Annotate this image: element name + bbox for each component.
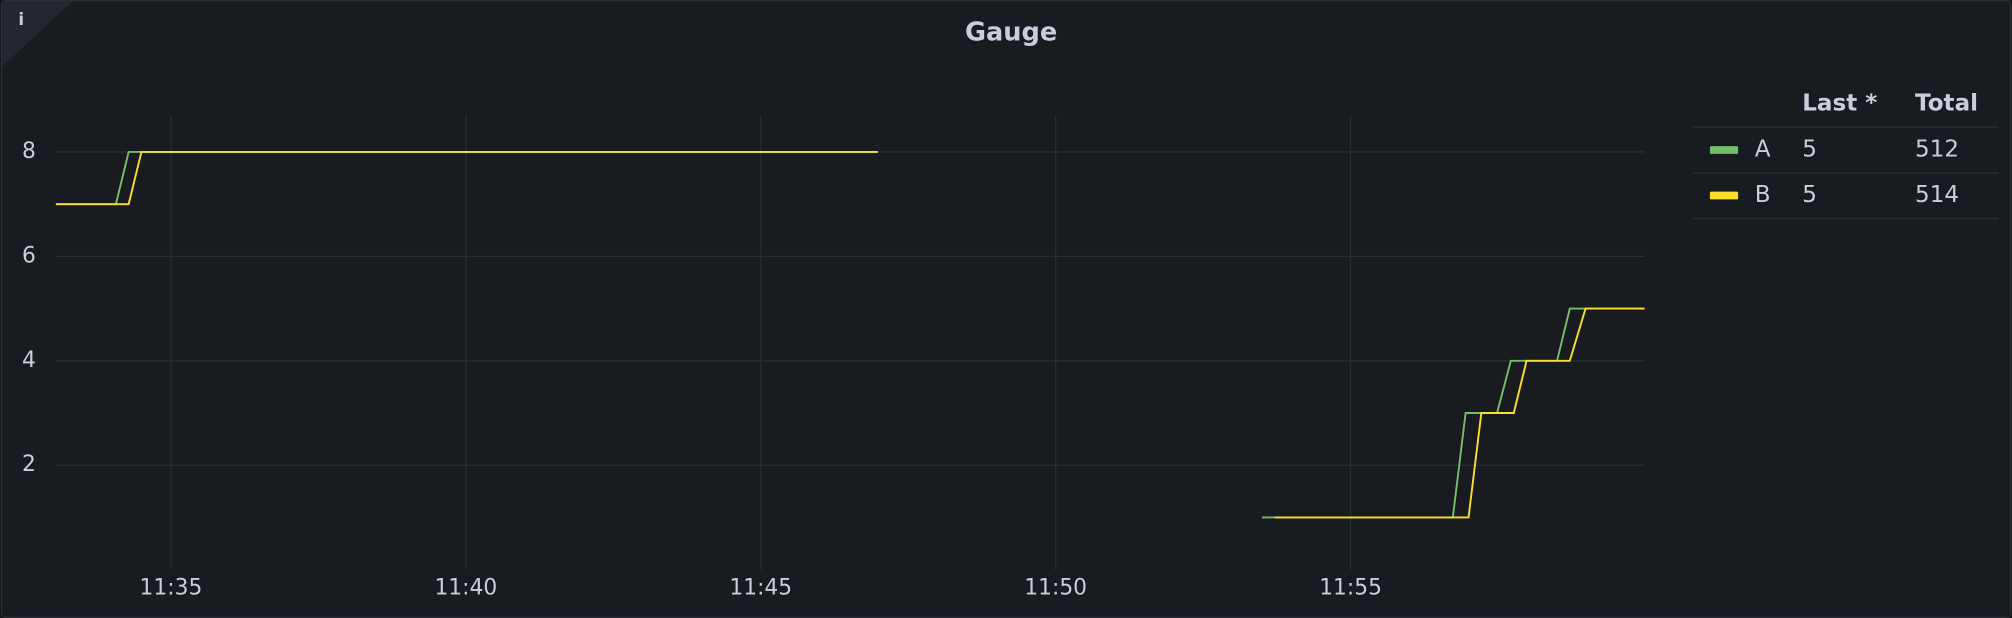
legend-swatch	[1709, 191, 1739, 200]
legend-last: 5	[1802, 137, 1817, 163]
y-tick-label: 4	[22, 348, 36, 373]
x-tick-label: 11:40	[434, 576, 497, 601]
x-tick-label: 11:55	[1319, 576, 1382, 601]
legend-total: 512	[1915, 137, 1959, 163]
legend-name: A	[1755, 137, 1771, 163]
x-tick-label: 11:50	[1024, 576, 1087, 601]
legend: Last * Total A 5 512 B 5 514	[1693, 90, 1999, 220]
legend-header: Total	[1915, 90, 1978, 116]
x-tick-label: 11:35	[140, 576, 203, 601]
info-icon[interactable]: i	[18, 10, 24, 29]
series-line	[55, 150, 1645, 519]
y-tick-label: 2	[22, 452, 36, 477]
legend-total: 514	[1915, 182, 1959, 208]
legend-name: B	[1755, 182, 1771, 208]
y-tick-label: 8	[22, 139, 36, 164]
legend-last: 5	[1802, 182, 1817, 208]
y-tick-label: 6	[22, 243, 36, 268]
panel-title: Gauge	[965, 17, 1057, 47]
grid: 2 4 6 8 11:35 11:40 11:45 11:50 11:55	[22, 115, 1645, 601]
legend-swatch	[1709, 146, 1739, 154]
x-tick-label: 11:45	[729, 576, 792, 601]
info-corner[interactable]	[2, 1, 73, 67]
legend-header: Last *	[1802, 90, 1877, 116]
lines	[55, 150, 1645, 519]
